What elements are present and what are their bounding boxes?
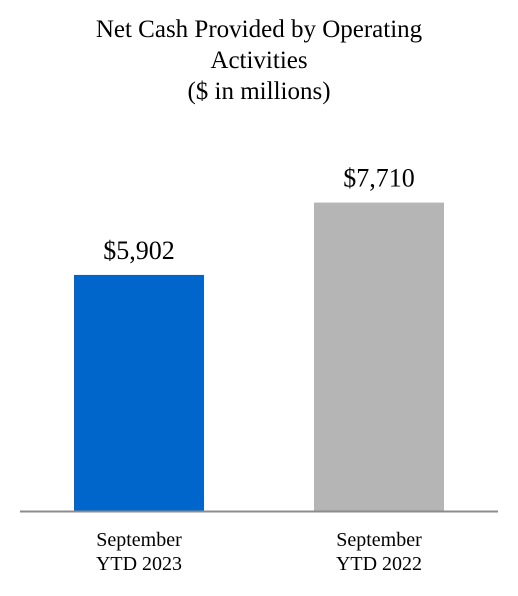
chart-title: Net Cash Provided by Operating Activitie… — [0, 14, 518, 107]
data-label-0: $5,902 — [103, 236, 175, 265]
x-tick-label-0: September YTD 2023 — [64, 528, 214, 576]
x-tick-label-1-line-1: September — [336, 529, 422, 551]
chart-title-line-1: Net Cash Provided by Operating — [95, 16, 423, 43]
chart-title-line-2: Activities — [210, 47, 308, 74]
x-tick-label-0-line-2: YTD 2023 — [95, 553, 183, 575]
bar-0 — [74, 274, 204, 511]
chart-title-line-3: ($ in millions) — [187, 78, 331, 105]
x-tick-label-0-line-1: September — [96, 529, 182, 551]
x-tick-label-1: September YTD 2022 — [304, 528, 454, 576]
data-label-1: $7,710 — [343, 164, 415, 193]
x-tick-label-1-line-2: YTD 2022 — [335, 553, 423, 575]
bar-1 — [314, 202, 444, 511]
